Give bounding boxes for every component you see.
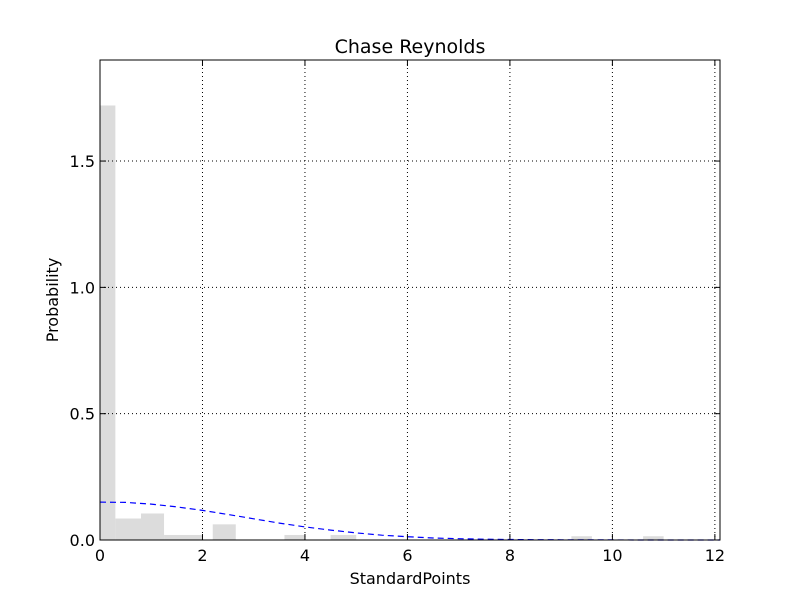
- histogram-bars: [100, 105, 664, 540]
- y-tick-label-3: 1.5: [70, 152, 95, 171]
- y-tick-labels: 0.0 0.5 1.0 1.5: [70, 152, 95, 550]
- x-axis-title: StandardPoints: [350, 569, 471, 588]
- x-tick-label-6: 12: [705, 546, 725, 565]
- histogram-bar-6: [330, 534, 357, 540]
- y-tick-label-2: 1.0: [70, 278, 95, 297]
- x-tick-label-2: 4: [300, 546, 310, 565]
- x-tick-label-4: 8: [505, 546, 515, 565]
- x-tick-label-0: 0: [95, 546, 105, 565]
- histogram-bar-3: [164, 534, 203, 540]
- y-tick-label-1: 0.5: [70, 405, 95, 424]
- histogram-bar-4: [212, 524, 236, 540]
- histogram-bar-7: [571, 536, 592, 540]
- histogram-bar-0: [100, 105, 116, 540]
- chart-title: Chase Reynolds: [335, 36, 486, 58]
- density-curve-layer: [99, 501, 720, 541]
- histogram-bar-8: [643, 536, 664, 540]
- histogram-bar-2: [140, 513, 165, 540]
- x-tick-labels: 0 2 4 6 8 10 12: [95, 546, 725, 565]
- x-tick-label-5: 10: [602, 546, 622, 565]
- density-curve: [99, 501, 720, 541]
- y-axis-title: Probability: [43, 258, 62, 343]
- histogram-bar-1: [115, 518, 141, 540]
- histogram-bar-5: [284, 534, 305, 540]
- y-tick-label-0: 0.0: [70, 531, 95, 550]
- x-tick-label-3: 6: [402, 546, 412, 565]
- x-tick-label-1: 2: [197, 546, 207, 565]
- plot-frame: [99, 59, 721, 541]
- axis-ticks: [99, 60, 720, 541]
